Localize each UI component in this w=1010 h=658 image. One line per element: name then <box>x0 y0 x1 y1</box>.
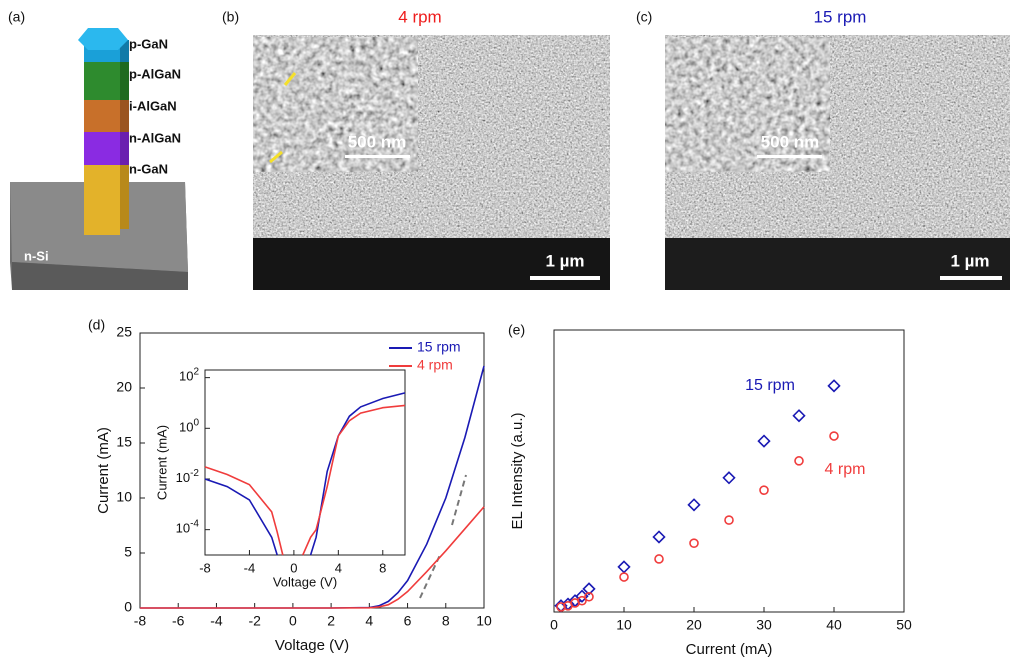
x-tick-label: 8 <box>442 613 450 629</box>
data-point <box>794 456 804 466</box>
y-tick-label: 10-4 <box>176 518 200 536</box>
series-label: 4 rpm <box>825 461 866 478</box>
data-point <box>722 471 736 485</box>
series-label: 15 rpm <box>745 377 795 394</box>
panel-label: (c) <box>636 9 652 25</box>
series-line <box>140 506 485 609</box>
legend-label: 15 rpm <box>417 339 461 355</box>
layer-label: i-AlGaN <box>129 98 177 113</box>
y-tick-base: 10 <box>179 420 193 435</box>
x-tick-label: 20 <box>686 617 702 633</box>
series-line <box>204 392 406 556</box>
y-tick-label: 20 <box>116 379 132 395</box>
x-tick-label: 4 <box>335 560 342 575</box>
data-point <box>792 409 806 423</box>
y-tick-exponent: 0 <box>193 417 199 428</box>
data-point <box>687 498 701 512</box>
data-point <box>654 554 664 564</box>
plot-frame <box>204 369 406 556</box>
data-point <box>617 560 631 574</box>
y-tick-base: 10 <box>179 369 193 384</box>
y-tick-label: 15 <box>116 434 132 450</box>
scale-label: 500 nm <box>761 132 820 151</box>
data-point <box>619 572 629 582</box>
data-point <box>724 515 734 525</box>
x-tick-label: 0 <box>290 560 297 575</box>
y-axis-label: EL Intensity (a.u.) <box>509 412 526 529</box>
x-tick-label: -8 <box>199 560 211 575</box>
sem-image <box>252 35 610 290</box>
series-line <box>204 404 406 556</box>
y-tick-label: 100 <box>179 417 199 435</box>
plot-frame <box>553 329 905 613</box>
x-tick-label: 0 <box>550 617 558 633</box>
data-point <box>556 602 566 612</box>
x-tick-label: -4 <box>244 560 256 575</box>
x-tick-label: 4 <box>365 613 373 629</box>
x-tick-label: -2 <box>248 613 261 629</box>
x-tick-label: 2 <box>327 613 335 629</box>
y-tick-exponent: 2 <box>193 366 199 377</box>
x-tick-label: -8 <box>134 613 147 629</box>
x-axis-label: Current (mA) <box>686 641 773 658</box>
y-tick-label: 5 <box>124 544 132 560</box>
data-point <box>652 530 666 544</box>
legend-label: 4 rpm <box>417 357 453 373</box>
layer-label: p-GaN <box>129 36 168 51</box>
y-tick-label: 102 <box>179 366 199 384</box>
y-axis-label: Current (mA) <box>154 425 169 500</box>
pillar-diagram <box>10 28 188 290</box>
x-tick-label: 10 <box>476 613 492 629</box>
y-tick-label: 0 <box>124 599 132 615</box>
y-tick-base: 10 <box>176 521 190 536</box>
layer-label: n-AlGaN <box>129 130 181 145</box>
data-point <box>577 595 587 606</box>
data-point <box>829 431 839 441</box>
scale-label: 1 µm <box>545 251 584 270</box>
data-point <box>689 538 699 548</box>
sem-title: 15 rpm <box>814 7 867 26</box>
y-tick-label: 10-2 <box>176 468 200 486</box>
layer-label: n-GaN <box>129 161 168 176</box>
x-axis-label: Voltage (V) <box>273 574 337 589</box>
y-axis-label: Current (mA) <box>95 427 112 514</box>
x-tick-label: -4 <box>210 613 223 629</box>
x-tick-label: 50 <box>896 617 912 633</box>
sem-title: 4 rpm <box>398 7 441 26</box>
x-tick-label: 10 <box>616 617 632 633</box>
x-axis-label: Voltage (V) <box>275 637 349 654</box>
x-tick-label: 30 <box>756 617 772 633</box>
data-point <box>759 485 769 495</box>
x-tick-label: 40 <box>826 617 842 633</box>
data-point <box>757 434 771 448</box>
y-tick-exponent: -4 <box>190 518 199 529</box>
scale-label: 500 nm <box>348 132 407 151</box>
sem-image <box>664 35 1010 290</box>
y-tick-base: 10 <box>176 470 190 485</box>
fit-line <box>451 474 467 526</box>
scale-label: 1 µm <box>950 251 989 270</box>
y-tick-exponent: -2 <box>190 468 199 479</box>
x-tick-label: 8 <box>379 560 386 575</box>
data-point <box>827 379 841 393</box>
x-tick-label: -6 <box>172 613 185 629</box>
layer-label: p-AlGaN <box>129 66 181 81</box>
x-tick-label: 0 <box>289 613 297 629</box>
data-point <box>582 582 596 596</box>
panel-label: (e) <box>508 322 525 338</box>
inset-background <box>160 358 415 598</box>
y-tick-label: 25 <box>116 324 132 340</box>
substrate-label: n-Si <box>24 248 49 263</box>
panel-label: (b) <box>222 9 239 25</box>
data-point <box>584 591 594 602</box>
panel-label: (d) <box>88 317 105 333</box>
x-tick-label: 6 <box>404 613 412 629</box>
fit-line <box>419 554 441 599</box>
y-tick-label: 10 <box>116 489 132 505</box>
panel-label: (a) <box>8 9 25 25</box>
